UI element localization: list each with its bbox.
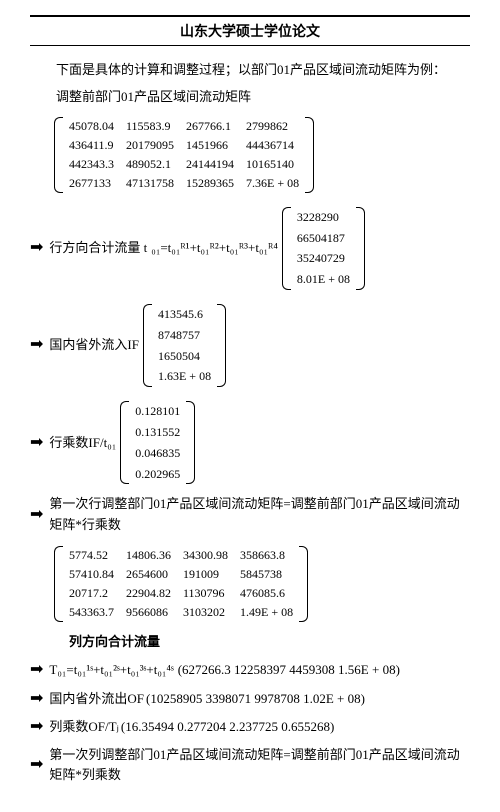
arrow-icon: ➡ xyxy=(30,754,43,776)
step1-formula: ₀₁=t₀₁ᴿ¹+t₀₁ᴿ²+t₀₁ᴿ³+t₀₁ᴿ⁴ xyxy=(151,239,278,257)
step3-vector: 0.128101 0.131552 0.046835 0.202965 xyxy=(120,401,195,484)
step6-vec: (10258905 3398071 9978708 1.02E + 08) xyxy=(146,690,365,708)
step4-text: 第一次行调整部门01产品区域间流动矩阵=调整前部门01产品区域间流动矩阵*行乘数 xyxy=(49,494,470,536)
matrix-1: 45078.04115583.9267766.12799862 436411.9… xyxy=(54,117,314,193)
step6-label: 国内省外流出OF xyxy=(49,690,144,708)
intro-1: 下面是具体的计算和调整过程；以部门01产品区域间流动矩阵为例： xyxy=(30,58,470,81)
step2-label: 国内省外流入IF xyxy=(49,336,139,354)
arrow-icon: ➡ xyxy=(30,237,43,259)
step3-label: 行乘数IF/t₀₁ xyxy=(49,434,116,452)
step-3: ➡ 行乘数IF/t₀₁ 0.128101 0.131552 0.046835 0… xyxy=(30,397,470,488)
page-title: 山东大学硕士学位论文 xyxy=(30,15,470,46)
step-6: ➡ 国内省外流出OF (10258905 3398071 9978708 1.0… xyxy=(30,688,470,710)
col-label: 列方向合计流量 xyxy=(30,630,470,653)
arrow-icon: ➡ xyxy=(30,659,43,681)
arrow-icon: ➡ xyxy=(30,432,43,454)
matrix-2: 5774.5214806.3634300.98358663.8 57410.84… xyxy=(54,546,308,622)
step7-vec: (16.35494 0.277204 2.237725 0.655268) xyxy=(121,718,334,736)
arrow-icon: ➡ xyxy=(30,688,43,710)
matrix-1-wrap: 45078.04115583.9267766.12799862 436411.9… xyxy=(54,113,470,197)
step7-label: 列乘数OF/Tⱼ xyxy=(49,718,118,736)
step-8: ➡ 第一次列调整部门01产品区域间流动矩阵=调整前部门01产品区域间流动矩阵*列… xyxy=(30,745,470,787)
step-4: ➡ 第一次行调整部门01产品区域间流动矩阵=调整前部门01产品区域间流动矩阵*行… xyxy=(30,494,470,536)
step5-vec: (627266.3 12258397 4459308 1.56E + 08) xyxy=(178,661,400,679)
step-1: ➡ 行方向合计流量 t₀₁=t₀₁ᴿ¹+t₀₁ᴿ²+t₀₁ᴿ³+t₀₁ᴿ⁴ 32… xyxy=(30,203,470,294)
step2-vector: 413545.6 8748757 1650504 1.63E + 08 xyxy=(143,304,226,387)
arrow-icon: ➡ xyxy=(30,716,43,738)
step8-text: 第一次列调整部门01产品区域间流动矩阵=调整前部门01产品区域间流动矩阵*列乘数 xyxy=(49,745,470,787)
step-2: ➡ 国内省外流入IF 413545.6 8748757 1650504 1.63… xyxy=(30,300,470,391)
step-5: ➡ T₀₁=t₀₁¹ˢ+t₀₁²ˢ+t₀₁³ˢ+t₀₁⁴ˢ (627266.3 … xyxy=(30,659,470,681)
matrix-2-wrap: 5774.5214806.3634300.98358663.8 57410.84… xyxy=(54,542,470,626)
intro-2: 调整前部门01产品区域间流动矩阵 xyxy=(30,85,470,108)
arrow-icon: ➡ xyxy=(30,504,43,526)
step-7: ➡ 列乘数OF/Tⱼ (16.35494 0.277204 2.237725 0… xyxy=(30,716,470,738)
step1-label: 行方向合计流量 t xyxy=(49,239,147,257)
page: 山东大学硕士学位论文 下面是具体的计算和调整过程；以部门01产品区域间流动矩阵为… xyxy=(0,0,500,812)
step1-vector: 3228290 66504187 35240729 8.01E + 08 xyxy=(282,207,365,290)
step5-label: T₀₁=t₀₁¹ˢ+t₀₁²ˢ+t₀₁³ˢ+t₀₁⁴ˢ xyxy=(49,661,173,679)
arrow-icon: ➡ xyxy=(30,334,43,356)
